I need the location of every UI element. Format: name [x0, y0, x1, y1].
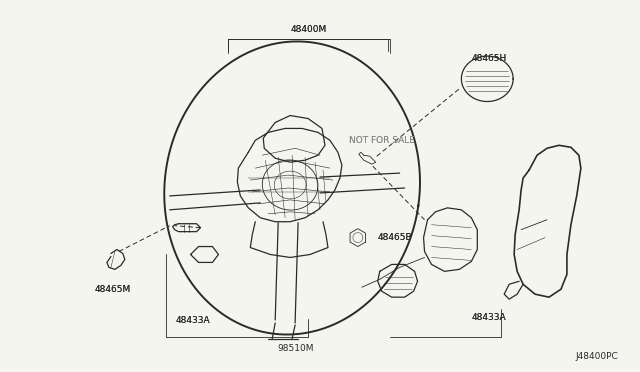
Text: 48433A: 48433A	[472, 312, 507, 321]
Text: 48465M: 48465M	[95, 285, 131, 294]
Text: 48465M: 48465M	[95, 285, 131, 294]
Text: NOT FOR SALE: NOT FOR SALE	[349, 136, 415, 145]
Text: J48400PC: J48400PC	[575, 352, 618, 361]
Text: 48465B: 48465B	[378, 233, 412, 242]
Text: 98510M: 98510M	[278, 344, 314, 353]
Text: 48400M: 48400M	[291, 25, 327, 34]
Text: 48433A: 48433A	[175, 317, 210, 326]
Text: 48433A: 48433A	[472, 312, 507, 321]
Text: 48465H: 48465H	[472, 54, 507, 64]
Text: 48465B: 48465B	[378, 233, 412, 242]
Text: NOT FOR SALE: NOT FOR SALE	[349, 136, 415, 145]
Text: 48433A: 48433A	[175, 317, 210, 326]
Text: 48465H: 48465H	[472, 54, 507, 64]
Text: 48400M: 48400M	[291, 25, 327, 34]
